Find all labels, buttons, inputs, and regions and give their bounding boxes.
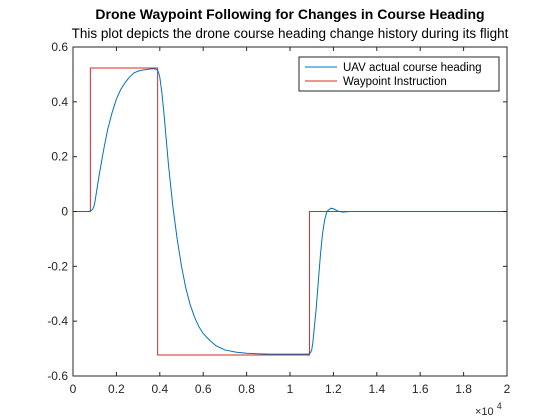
y-tick-label: 0.6 (51, 40, 68, 54)
x-tick-label: 0.2 (108, 382, 125, 396)
x-tick-label: 2 (504, 382, 511, 396)
x-tick-label: 0 (70, 382, 77, 396)
x-axis-ticks: 0 0.2 0.4 0.6 0.8 1 1.2 1.4 1.6 1.8 2 (70, 47, 511, 396)
x-axis-multiplier: ×10 4 (475, 401, 502, 418)
y-tick-label: 0 (61, 205, 68, 219)
y-tick-label: 0.2 (51, 150, 68, 164)
chart-subtitle: This plot depicts the drone course headi… (72, 26, 509, 41)
y-tick-label: -0.4 (47, 314, 68, 328)
x-tick-label: 0.4 (151, 382, 168, 396)
x-tick-label: 1 (287, 382, 294, 396)
y-axis-ticks: 0.6 0.4 0.2 0 -0.2 -0.4 -0.6 (47, 40, 507, 383)
legend-label: UAV actual course heading (343, 62, 482, 74)
legend-label: Waypoint Instruction (343, 76, 447, 88)
x-tick-label: 0.8 (238, 382, 255, 396)
y-tick-label: 0.4 (51, 95, 68, 109)
x-tick-label: 1.8 (455, 382, 472, 396)
x-axis-multiplier-exponent: 4 (497, 401, 502, 411)
x-tick-label: 1.4 (368, 382, 385, 396)
chart-title: Drone Waypoint Following for Changes in … (95, 6, 484, 22)
y-tick-label: -0.6 (47, 369, 68, 383)
x-axis-multiplier-base: ×10 (475, 406, 494, 418)
x-tick-label: 0.6 (195, 382, 212, 396)
x-tick-label: 1.2 (325, 382, 342, 396)
chart-legend: UAV actual course heading Waypoint Instru… (298, 56, 500, 92)
series-line-uav-heading (73, 68, 507, 355)
legend-box (298, 56, 500, 92)
y-tick-label: -0.2 (47, 259, 68, 273)
x-tick-label: 1.6 (412, 382, 429, 396)
plot-content (73, 67, 507, 356)
series-line-waypoint-instruction (73, 67, 507, 356)
